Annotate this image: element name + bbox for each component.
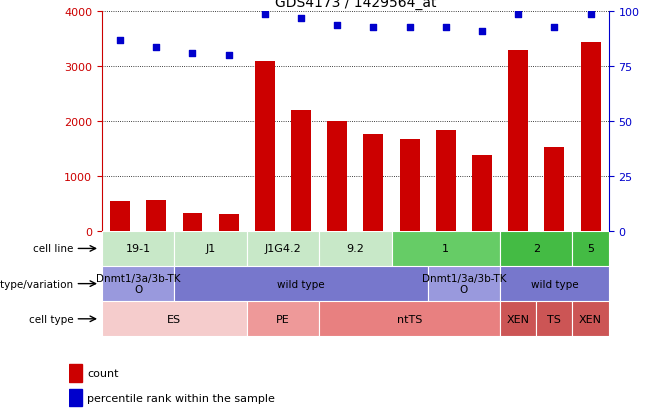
Text: ES: ES	[167, 314, 182, 324]
Text: cell type: cell type	[29, 314, 74, 324]
Bar	[247, 301, 319, 337]
Bar	[428, 266, 500, 301]
Point	[259, 11, 270, 18]
Text: GSM506226: GSM506226	[297, 234, 305, 288]
Bar	[291, 111, 311, 231]
Bar	[508, 51, 528, 231]
Text: 1: 1	[442, 244, 449, 254]
Point	[187, 51, 197, 57]
Text: GSM506228: GSM506228	[369, 234, 378, 288]
Bar	[392, 231, 500, 266]
Text: J1: J1	[205, 244, 216, 254]
Bar	[102, 231, 174, 266]
Text: XEN: XEN	[507, 314, 530, 324]
Bar	[319, 231, 392, 266]
Bar	[218, 215, 239, 231]
Bar	[436, 131, 456, 231]
Text: Dnmt1/3a/3b-TK
O: Dnmt1/3a/3b-TK O	[96, 273, 180, 295]
Text: wild type: wild type	[277, 279, 325, 289]
Bar	[247, 231, 319, 266]
Point	[223, 53, 234, 59]
Point	[549, 24, 559, 31]
Text: GSM506225: GSM506225	[261, 234, 269, 288]
Bar	[110, 201, 130, 231]
Bar	[500, 301, 536, 337]
Bar	[399, 139, 420, 231]
Point	[476, 29, 487, 36]
Text: 9.2: 9.2	[346, 244, 365, 254]
Bar	[102, 266, 174, 301]
Point	[440, 24, 451, 31]
Bar	[500, 231, 572, 266]
Bar	[363, 135, 384, 231]
Bar	[182, 214, 203, 231]
Bar	[174, 266, 428, 301]
Bar	[472, 156, 492, 231]
Bar	[69, 364, 82, 382]
Text: PE: PE	[276, 314, 290, 324]
Bar	[69, 389, 82, 406]
Text: GSM506224: GSM506224	[224, 234, 233, 288]
Bar	[174, 231, 247, 266]
Text: percentile rank within the sample: percentile rank within the sample	[87, 393, 275, 403]
Text: GSM506230: GSM506230	[442, 234, 450, 289]
Point	[151, 44, 161, 51]
Bar	[572, 231, 609, 266]
Point	[368, 24, 378, 31]
Text: GSM506231: GSM506231	[514, 234, 522, 289]
Text: GSM506233: GSM506233	[478, 234, 486, 289]
Text: XEN: XEN	[579, 314, 602, 324]
Text: ntTS: ntTS	[397, 314, 422, 324]
Point	[295, 16, 306, 22]
Text: genotype/variation: genotype/variation	[0, 279, 74, 289]
Text: TS: TS	[547, 314, 561, 324]
Point	[404, 24, 415, 31]
Bar	[572, 301, 609, 337]
Point	[586, 11, 596, 18]
Bar	[327, 122, 347, 231]
Bar	[544, 148, 565, 231]
Point	[513, 11, 524, 18]
Point	[332, 22, 342, 29]
Text: 19-1: 19-1	[126, 244, 151, 254]
Bar	[500, 266, 609, 301]
Text: Dnmt1/3a/3b-TK
O: Dnmt1/3a/3b-TK O	[422, 273, 506, 295]
Bar	[536, 301, 572, 337]
Text: wild type: wild type	[530, 279, 578, 289]
Text: count: count	[87, 368, 118, 378]
Text: cell line: cell line	[33, 244, 74, 254]
Text: GSM506223: GSM506223	[188, 234, 197, 288]
Bar	[319, 301, 500, 337]
Bar	[102, 301, 247, 337]
Text: GSM506221: GSM506221	[116, 234, 124, 288]
Text: 5: 5	[587, 244, 594, 254]
Title: GDS4173 / 1429564_at: GDS4173 / 1429564_at	[274, 0, 436, 10]
Text: GSM506229: GSM506229	[405, 234, 414, 288]
Text: GSM506232: GSM506232	[586, 234, 595, 288]
Text: J1G4.2: J1G4.2	[265, 244, 301, 254]
Text: 2: 2	[533, 244, 540, 254]
Bar	[146, 200, 166, 231]
Point	[114, 38, 125, 44]
Text: GSM506234: GSM506234	[550, 234, 559, 288]
Text: GSM506227: GSM506227	[333, 234, 342, 288]
Bar	[255, 62, 275, 231]
Text: GSM506222: GSM506222	[152, 234, 161, 288]
Bar	[580, 43, 601, 231]
